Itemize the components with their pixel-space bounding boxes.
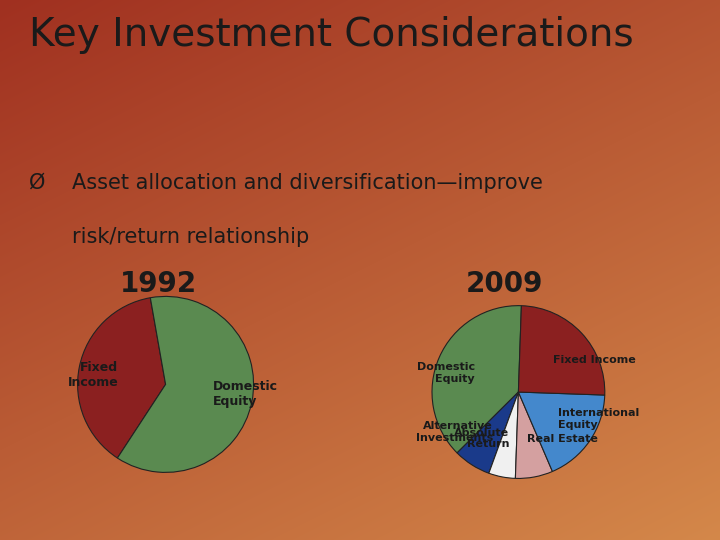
- Wedge shape: [432, 306, 521, 453]
- Wedge shape: [518, 392, 605, 471]
- Text: Real Estate: Real Estate: [527, 434, 598, 444]
- Wedge shape: [516, 392, 552, 478]
- Wedge shape: [117, 296, 253, 472]
- Text: 2009: 2009: [465, 270, 543, 298]
- Text: 1992: 1992: [120, 270, 197, 298]
- Text: Absolute
Return: Absolute Return: [454, 428, 509, 449]
- Text: risk/return relationship: risk/return relationship: [72, 227, 310, 247]
- Wedge shape: [457, 392, 518, 473]
- Text: Ø: Ø: [29, 173, 45, 193]
- Wedge shape: [489, 392, 518, 478]
- Text: Alternative
Investments: Alternative Investments: [415, 421, 492, 443]
- Wedge shape: [78, 298, 166, 458]
- Text: International
Equity: International Equity: [557, 408, 639, 430]
- Text: Domestic
Equity: Domestic Equity: [417, 362, 475, 384]
- Text: Fixed
Income: Fixed Income: [68, 361, 118, 389]
- Text: Asset allocation and diversification—improve: Asset allocation and diversification—imp…: [72, 173, 543, 193]
- Text: Fixed Income: Fixed Income: [553, 355, 636, 365]
- Text: Key Investment Considerations: Key Investment Considerations: [29, 16, 634, 54]
- Wedge shape: [518, 306, 605, 395]
- Text: Domestic
Equity: Domestic Equity: [213, 380, 278, 408]
